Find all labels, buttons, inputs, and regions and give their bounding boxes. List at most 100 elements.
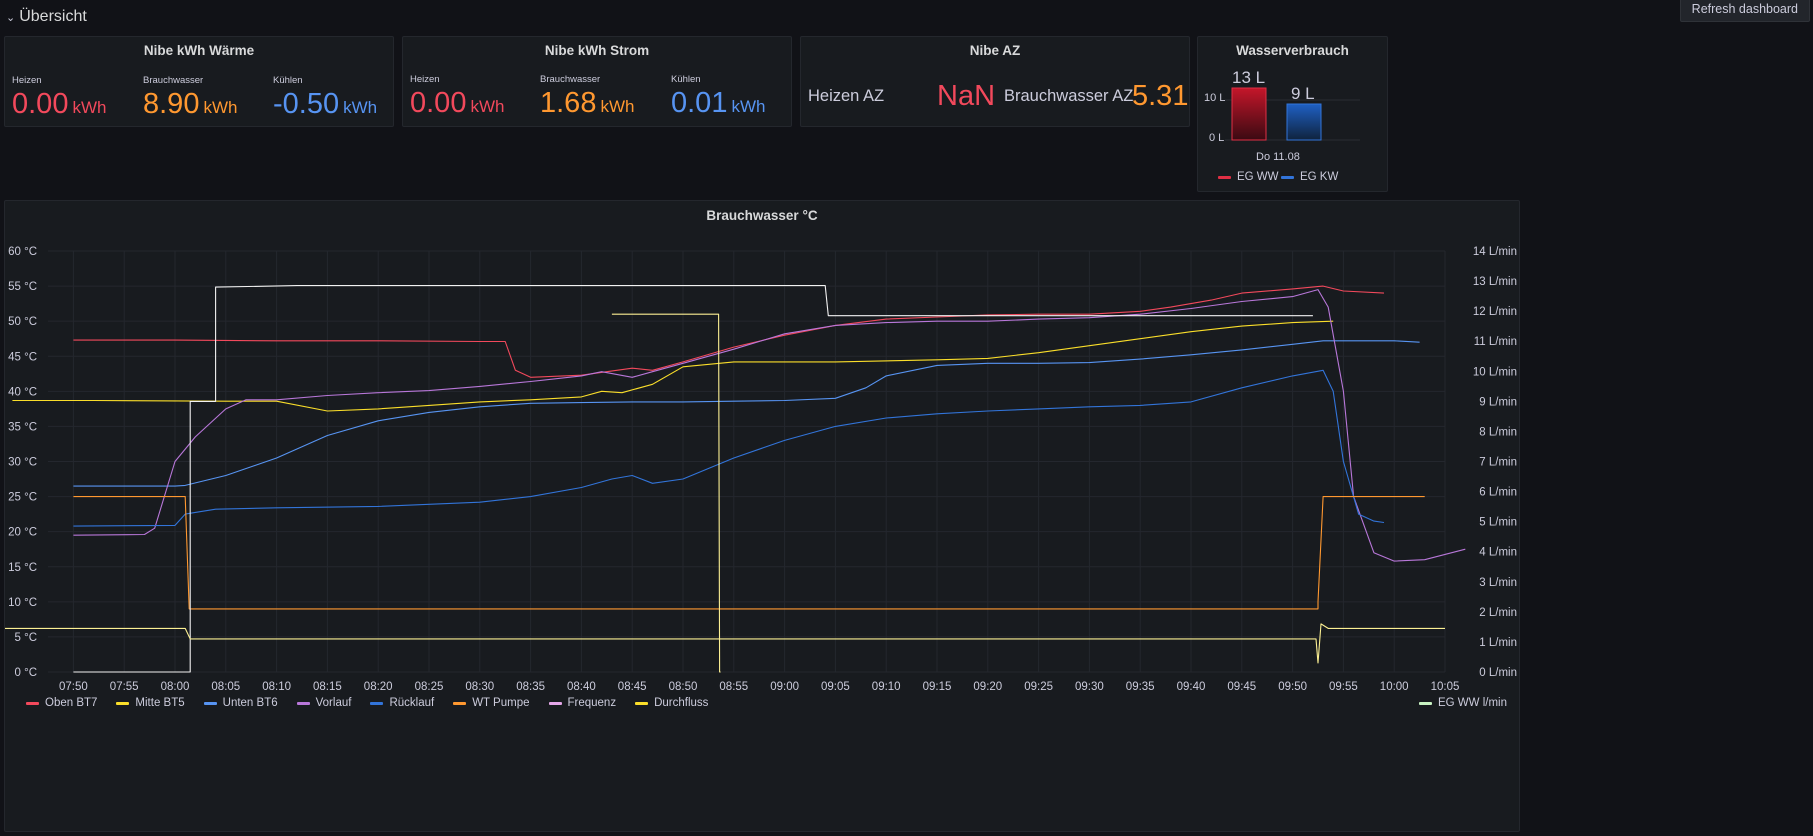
series-line-mitte-bt5[interactable]: [12, 320, 1334, 412]
legend-label: WT Pumpe: [472, 697, 530, 709]
y-tick-label: 10 L: [1204, 92, 1226, 104]
legend-swatch: [548, 701, 562, 705]
panel-kwh-strom: Nibe kWh Strom Heizen 0.00 kWh Brauchwass…: [402, 36, 792, 127]
series-line-frequenz[interactable]: [73, 285, 1313, 673]
timeseries-chart[interactable]: 60 °C 55 °C 50 °C 45 °C 40 °C 35 °C 30 °C 25 °C…: [5, 201, 1521, 833]
x-tick-label: 08:10: [262, 681, 291, 693]
y-right-tick-label: 11 L/min: [1474, 336, 1517, 348]
x-tick-label: 10:00: [1380, 681, 1409, 693]
legend-item-vorlauf[interactable]: Vorlauf: [296, 697, 352, 709]
legend-item[interactable]: EG WW: [1218, 171, 1279, 183]
x-tick-label: 09:50: [1278, 681, 1307, 693]
y-right-tick-label: 2 L/min: [1479, 607, 1517, 619]
x-tick-label: 07:50: [59, 681, 88, 693]
x-tick-label: 08:35: [516, 681, 545, 693]
series-line-durchfluss[interactable]: [611, 313, 721, 673]
stat-label: Brauchwasser: [540, 74, 601, 85]
legend-label: Durchfluss: [654, 697, 709, 709]
stat-label: Heizen: [410, 74, 440, 85]
x-tick-label: 09:35: [1126, 681, 1155, 693]
legend-item-wt-pumpe[interactable]: WT Pumpe: [453, 697, 530, 709]
y-left-tick-label: 20 °C: [8, 527, 37, 539]
x-tick-label: 07:55: [110, 681, 139, 693]
y-right-tick-label: 5 L/min: [1479, 517, 1517, 529]
stat-kuehlen: Kühlen 0.01 kWh: [671, 74, 765, 120]
row-title: Übersicht: [19, 8, 87, 25]
panel-nibe-az: Nibe AZ Heizen AZ NaN Brauchwasser AZ 5.…: [800, 36, 1190, 127]
y-right-tick-label: 8 L/min: [1479, 426, 1517, 438]
legend-item-durchfluss[interactable]: Durchfluss: [635, 697, 708, 709]
stat-value: 0.00 kWh: [12, 88, 107, 120]
x-tick-label: 08:25: [415, 681, 444, 693]
series-line-durchfluss[interactable]: [5, 623, 1445, 664]
panel-title: Nibe AZ: [969, 43, 1021, 58]
legend-swatch: [1218, 175, 1231, 179]
panel-title: Brauchwasser °C: [706, 208, 818, 223]
legend-swatch: [296, 701, 310, 705]
stat-heizen: Heizen 0.00 kWh: [12, 75, 106, 121]
legend-label: Rücklauf: [389, 697, 435, 709]
y-left-tick-label: 25 °C: [8, 492, 37, 504]
y-left-tick-label: 60 °C: [8, 246, 37, 258]
y-left-tick-label: 35 °C: [8, 421, 37, 433]
legend-item-eg-ww-l-min[interactable]: EG WW l/min: [1419, 697, 1507, 709]
panel-title: Nibe kWh Strom: [544, 43, 650, 58]
wasserverbrauch-bar-chart: [1225, 87, 1360, 141]
legend-label: Oben BT7: [45, 697, 98, 709]
y-left-tick-label: 40 °C: [8, 386, 37, 398]
y-left-tick-label: 55 °C: [8, 281, 37, 293]
legend-swatch: [116, 701, 130, 705]
stat-value: 0.00 kWh: [410, 87, 505, 119]
stat-heizen: Heizen 0.00 kWh: [410, 74, 504, 120]
x-tick-label: 08:15: [313, 681, 342, 693]
y-left-tick-label: 10 °C: [8, 597, 37, 609]
legend-swatch: [1419, 701, 1432, 705]
stat-label: Brauchwasser: [143, 75, 204, 86]
y-right-tick-label: 1 L/min: [1479, 637, 1517, 649]
x-tick-label: 08:00: [161, 681, 190, 693]
heizen-az-value: NaN: [937, 80, 996, 112]
series-line-unten-bt6[interactable]: [73, 340, 1420, 487]
panel-title: Nibe kWh Wärme: [143, 43, 255, 58]
x-tick-label: 08:55: [719, 681, 748, 693]
stat-value: 1.68 kWh: [540, 87, 635, 119]
legend-item-oben-bt7[interactable]: Oben BT7: [26, 697, 97, 709]
y-right-tick-label: 3 L/min: [1479, 577, 1517, 589]
legend-label: Mitte BT5: [135, 697, 185, 709]
stat-label: Kühlen: [671, 74, 701, 85]
refresh-dashboard-button[interactable]: Refresh dashboard: [1679, 0, 1810, 22]
legend-item-r-cklauf[interactable]: Rücklauf: [370, 697, 434, 709]
legend-label: EG WW l/min: [1438, 697, 1507, 709]
x-tick-label: Do 11.08: [1256, 151, 1300, 163]
row-toggle[interactable]: ⌄ Übersicht: [6, 8, 87, 26]
stat-label: Kühlen: [273, 75, 303, 86]
legend-item[interactable]: EG KW: [1281, 171, 1338, 183]
legend-swatch: [203, 701, 217, 705]
x-tick-label: 09:15: [923, 681, 952, 693]
x-tick-label: 08:45: [618, 681, 647, 693]
panel-title: Wasserverbrauch: [1236, 43, 1349, 58]
x-tick-label: 10:05: [1431, 681, 1460, 693]
y-right-tick-label: 4 L/min: [1479, 547, 1517, 559]
brauchwasser-az-label: Brauchwasser AZ: [1004, 87, 1134, 105]
series-line-r-cklauf[interactable]: [73, 369, 1385, 527]
y-right-tick-label: 7 L/min: [1479, 457, 1517, 469]
series-line-vorlauf[interactable]: [73, 289, 1466, 562]
x-tick-label: 09:40: [1177, 681, 1206, 693]
series-line-wt-pumpe[interactable]: [73, 496, 1425, 610]
x-tick-label: 08:20: [364, 681, 393, 693]
stat-brauchwasser: Brauchwasser 8.90 kWh: [143, 75, 237, 121]
legend-label: Vorlauf: [315, 697, 352, 709]
stat-value: 8.90 kWh: [143, 88, 238, 120]
y-right-tick-label: 14 L/min: [1473, 246, 1517, 258]
legend-label: Unten BT6: [222, 697, 278, 709]
y-left-tick-label: 5 °C: [15, 632, 38, 644]
legend-item-frequenz[interactable]: Frequenz: [548, 697, 616, 709]
y-left-tick-label: 45 °C: [8, 351, 37, 363]
legend-item-mitte-bt5[interactable]: Mitte BT5: [116, 697, 185, 709]
series-line-oben-bt7[interactable]: [73, 285, 1385, 378]
x-tick-label: 09:10: [872, 681, 901, 693]
x-tick-label: 09:05: [821, 681, 850, 693]
legend-swatch: [370, 701, 384, 705]
legend-item-unten-bt6[interactable]: Unten BT6: [203, 697, 278, 709]
